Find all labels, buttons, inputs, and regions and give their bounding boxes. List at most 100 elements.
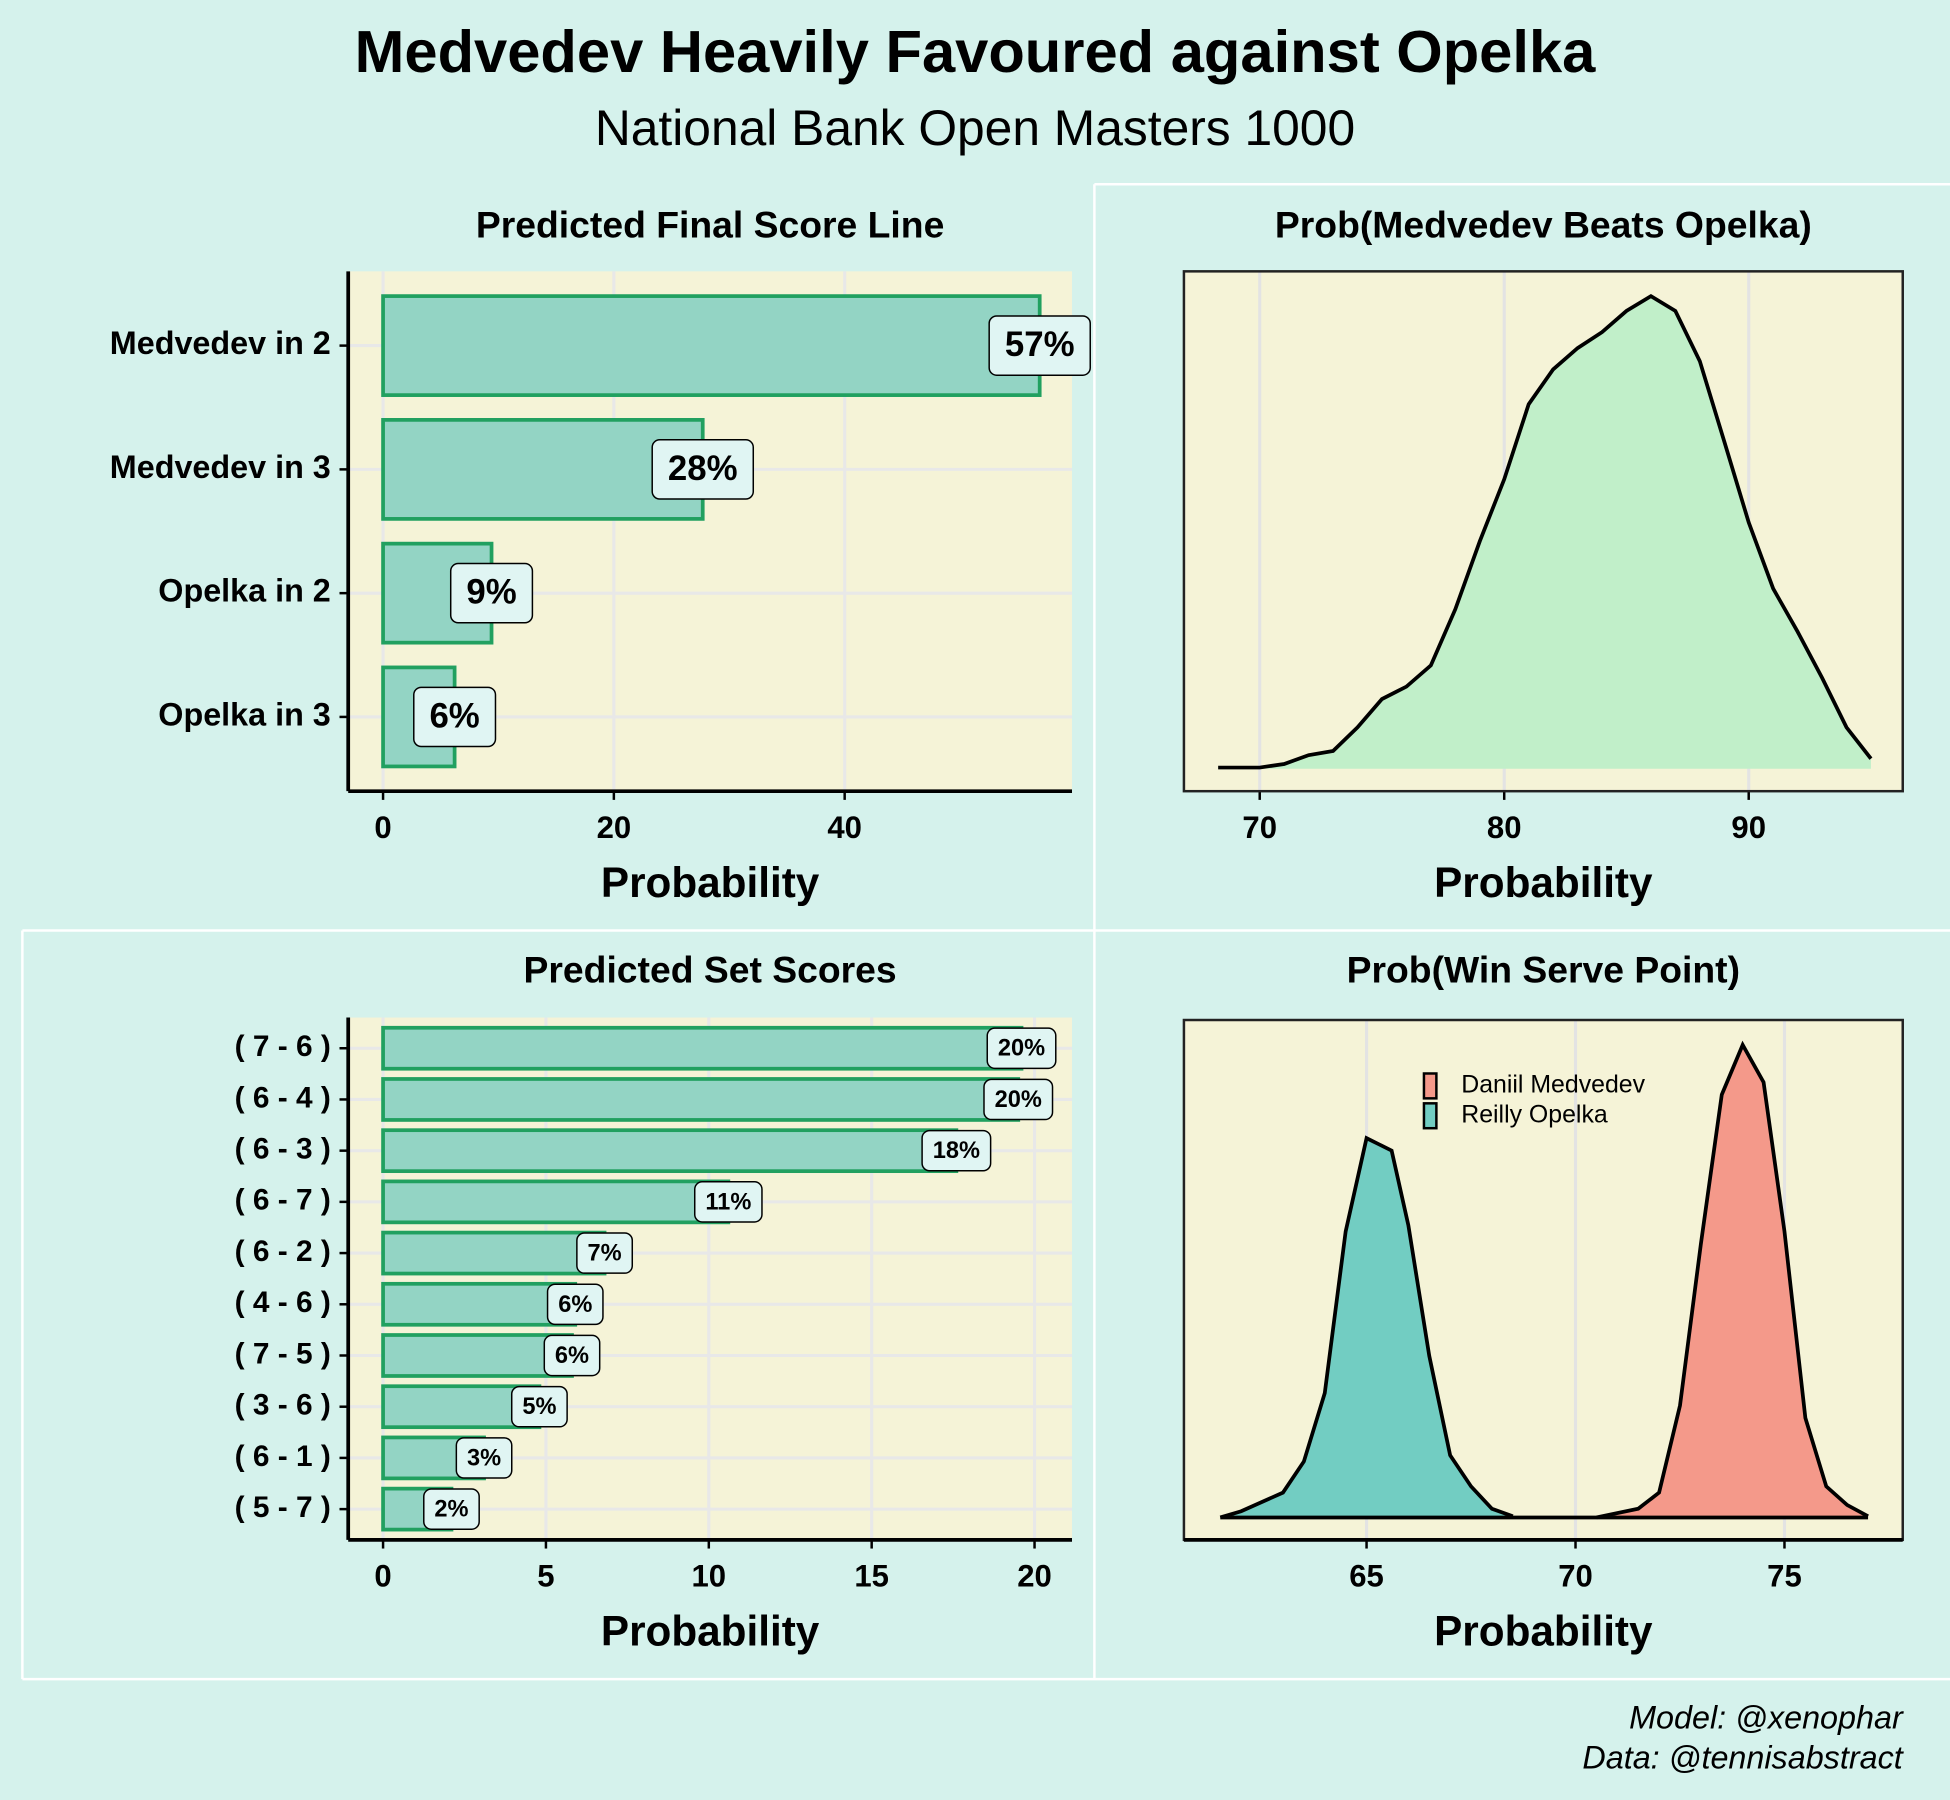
y-tick-label: Opelka in 3 <box>158 696 330 732</box>
label-box <box>986 1027 1057 1070</box>
value-label-text: 11% <box>705 1189 751 1215</box>
label-box <box>455 1437 513 1479</box>
label-box <box>413 686 497 748</box>
y-tick-label: ( 4 - 6 ) <box>235 1286 331 1319</box>
density-fill <box>1218 296 1871 769</box>
x-tick-label: 5 <box>537 1559 554 1594</box>
x-axis-label: Probability <box>601 859 820 906</box>
credit: Model: @xenophar <box>1629 1700 1904 1736</box>
legend-swatch <box>1422 1072 1438 1100</box>
x-tick-label: 90 <box>1731 810 1766 845</box>
legend-swatch <box>1422 1102 1438 1130</box>
bar <box>381 1025 1024 1071</box>
y-tick-label: ( 3 - 6 ) <box>235 1389 331 1422</box>
x-tick-label: 65 <box>1349 1559 1384 1594</box>
y-tick-label: ( 7 - 5 ) <box>235 1337 331 1370</box>
label-box <box>576 1232 634 1274</box>
value-label: 20% <box>986 1027 1057 1070</box>
value-label-text: 57% <box>1005 325 1075 364</box>
x-tick-label: 70 <box>1242 810 1277 845</box>
value-label: 20% <box>983 1078 1054 1121</box>
y-tick-label: ( 5 - 7 ) <box>235 1491 331 1524</box>
label-box <box>921 1129 992 1172</box>
bar <box>381 1333 574 1378</box>
value-label-text: 20% <box>998 1036 1045 1062</box>
y-tick-label: ( 6 - 4 ) <box>235 1081 331 1114</box>
y-tick-label: ( 6 - 2 ) <box>235 1235 331 1268</box>
y-tick-label: ( 6 - 1 ) <box>235 1440 331 1473</box>
bar <box>381 1128 959 1174</box>
value-label-text: 3% <box>467 1445 501 1471</box>
title: Medvedev Heavily Favoured against Opelka <box>355 18 1596 85</box>
value-label: 9% <box>449 562 534 624</box>
x-tick-label: 15 <box>854 1559 889 1594</box>
x-tick-label: 70 <box>1558 1559 1593 1594</box>
y-tick-label: ( 6 - 3 ) <box>235 1133 331 1166</box>
x-tick-label: 80 <box>1487 810 1522 845</box>
label-box <box>449 562 534 624</box>
label-box <box>651 439 755 500</box>
bar <box>381 1179 731 1225</box>
value-label-text: 20% <box>995 1087 1042 1113</box>
value-label: 6% <box>543 1334 601 1377</box>
bar <box>381 418 705 521</box>
chart-title: Prob(Win Serve Point) <box>1347 949 1740 991</box>
label-box <box>983 1078 1054 1121</box>
value-label-text: 9% <box>466 573 516 612</box>
value-label: 5% <box>510 1385 568 1428</box>
label-box <box>423 1488 480 1530</box>
bar <box>381 1281 578 1327</box>
y-tick-label: ( 7 - 6 ) <box>235 1030 331 1063</box>
value-label-text: 5% <box>522 1394 556 1420</box>
y-tick-label: ( 6 - 7 ) <box>235 1184 331 1217</box>
y-tick-label: Opelka in 2 <box>158 573 330 609</box>
value-label: 2% <box>423 1488 480 1530</box>
label-box <box>543 1334 601 1377</box>
density-fill <box>1596 1044 1869 1518</box>
subtitle: National Bank Open Masters 1000 <box>595 100 1355 156</box>
x-axis-label: Probability <box>1434 1608 1653 1655</box>
density-fill <box>1220 1138 1513 1518</box>
value-label: 11% <box>693 1181 763 1223</box>
y-tick-label: Medvedev in 3 <box>110 449 331 485</box>
value-label: 3% <box>455 1437 513 1479</box>
chart-title: Predicted Final Score Line <box>476 204 944 246</box>
value-label-text: 2% <box>434 1497 468 1523</box>
legend-label: Reilly Opelka <box>1461 1100 1608 1128</box>
x-tick-label: 40 <box>827 810 862 845</box>
bar <box>381 1077 1021 1122</box>
plot-border <box>1182 270 1904 793</box>
panel-borders <box>21 183 1950 1681</box>
chart-title: Prob(Medvedev Beats Opelka) <box>1275 204 1812 246</box>
x-axis-label: Probability <box>1434 859 1653 906</box>
x-tick-label: 20 <box>1017 1559 1052 1594</box>
bar <box>381 1230 607 1276</box>
value-label: 28% <box>651 439 755 500</box>
x-tick-label: 10 <box>692 1559 727 1594</box>
density-line <box>1596 1040 1869 1520</box>
value-label: 6% <box>546 1283 604 1326</box>
value-label-text: 7% <box>588 1241 622 1267</box>
value-label-text: 6% <box>555 1343 589 1369</box>
x-tick-label: 75 <box>1767 1559 1802 1594</box>
bar <box>381 294 1042 397</box>
value-label: 57% <box>988 315 1091 376</box>
x-tick-label: 0 <box>374 1559 391 1594</box>
value-label-text: 6% <box>429 696 479 735</box>
value-label: 6% <box>413 686 497 748</box>
value-label-text: 18% <box>933 1138 980 1164</box>
label-box <box>693 1181 763 1223</box>
value-label-text: 28% <box>668 449 738 488</box>
legend-label: Daniil Medvedev <box>1461 1070 1645 1098</box>
x-axis-label: Probability <box>601 1608 820 1655</box>
x-tick-label: 0 <box>374 810 391 845</box>
chart-title: Predicted Set Scores <box>524 949 897 991</box>
density-line <box>1218 293 1873 770</box>
label-box <box>988 315 1091 376</box>
y-tick-label: Medvedev in 2 <box>110 325 331 361</box>
label-box <box>546 1283 604 1326</box>
value-label: 18% <box>921 1129 992 1172</box>
value-label: 7% <box>576 1232 634 1274</box>
value-label-text: 6% <box>558 1292 592 1318</box>
